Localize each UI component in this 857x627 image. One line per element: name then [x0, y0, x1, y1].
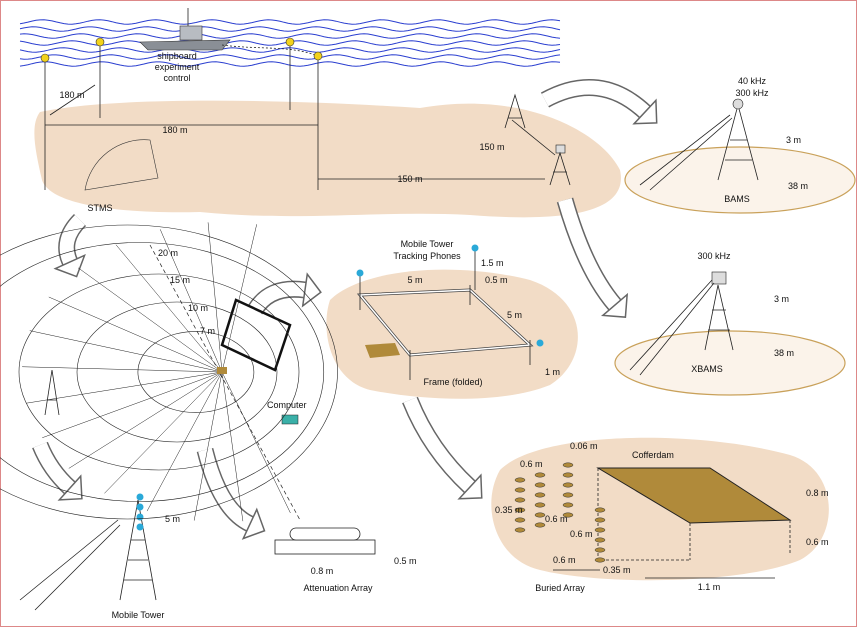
label: 0.5 m: [485, 275, 508, 285]
label: 300 kHz: [697, 251, 731, 261]
label: 0.6 m: [520, 459, 543, 469]
label: Mobile Tower: [112, 610, 165, 620]
label: 0.6 m: [553, 555, 576, 565]
label: 180 m: [59, 90, 84, 100]
seafloor: [34, 101, 621, 218]
label: 3 m: [774, 294, 789, 304]
label: Tracking Phones: [393, 251, 461, 261]
label: 1.1 m: [698, 582, 721, 592]
label: 0.6 m: [545, 514, 568, 524]
label: 0.06 m: [570, 441, 598, 451]
label: 0.5 m: [394, 556, 417, 566]
stms-array: [217, 367, 227, 374]
hydrophone: [535, 513, 545, 517]
label: 0.8 m: [806, 488, 829, 498]
label: 1.5 m: [481, 258, 504, 268]
hydrophone: [595, 558, 605, 562]
label: 0.6 m: [570, 529, 593, 539]
hydrophone: [563, 503, 573, 507]
label: Attenuation Array: [303, 583, 373, 593]
label: 3 m: [786, 135, 801, 145]
label: 10 m: [188, 303, 208, 313]
label: Cofferdam: [632, 450, 674, 460]
hydrophone: [535, 493, 545, 497]
label: 5 m: [507, 310, 522, 320]
label: 0.8 m: [311, 566, 334, 576]
label: 0.35 m: [495, 505, 523, 515]
hydrophone: [595, 538, 605, 542]
label: STMS: [87, 203, 112, 213]
hydrophone: [563, 463, 573, 467]
hydrophone: [563, 483, 573, 487]
label: 150 m: [397, 174, 422, 184]
hydrophone: [515, 478, 525, 482]
label: 0.35 m: [603, 565, 631, 575]
label: experiment: [155, 62, 200, 72]
label: 180 m: [162, 125, 187, 135]
label: Frame (folded): [423, 377, 482, 387]
hydrophone: [535, 473, 545, 477]
hydrophone: [535, 483, 545, 487]
label: 300 kHz: [735, 88, 769, 98]
label: Buried Array: [535, 583, 585, 593]
label: 5 m: [407, 275, 422, 285]
hydrophone: [563, 493, 573, 497]
hydrophone: [595, 548, 605, 552]
label: 15 m: [170, 275, 190, 285]
label: 150 m: [479, 142, 504, 152]
hydrophone: [595, 528, 605, 532]
label: 38 m: [774, 348, 794, 358]
label: 5 m: [165, 514, 180, 524]
hydrophone: [535, 503, 545, 507]
label: control: [163, 73, 190, 83]
label: BAMS: [724, 194, 750, 204]
hydrophone: [595, 508, 605, 512]
label: XBAMS: [691, 364, 723, 374]
hydrophone: [563, 473, 573, 477]
label: 0.6 m: [806, 537, 829, 547]
hydrophone: [535, 523, 545, 527]
label: 40 kHz: [738, 76, 767, 86]
label: Computer: [267, 400, 307, 410]
label: Mobile Tower: [401, 239, 454, 249]
label: shipboard: [157, 51, 197, 61]
hydrophone: [515, 518, 525, 522]
label: 38 m: [788, 181, 808, 191]
label: 7 m: [200, 326, 215, 336]
diagram: shipboard experiment control 180 m 180 m…: [0, 0, 857, 627]
label: 20 m: [158, 248, 178, 258]
hydrophone: [595, 518, 605, 522]
hydrophone: [515, 528, 525, 532]
hydrophone: [515, 498, 525, 502]
hydrophone: [515, 488, 525, 492]
label: 1 m: [545, 367, 560, 377]
